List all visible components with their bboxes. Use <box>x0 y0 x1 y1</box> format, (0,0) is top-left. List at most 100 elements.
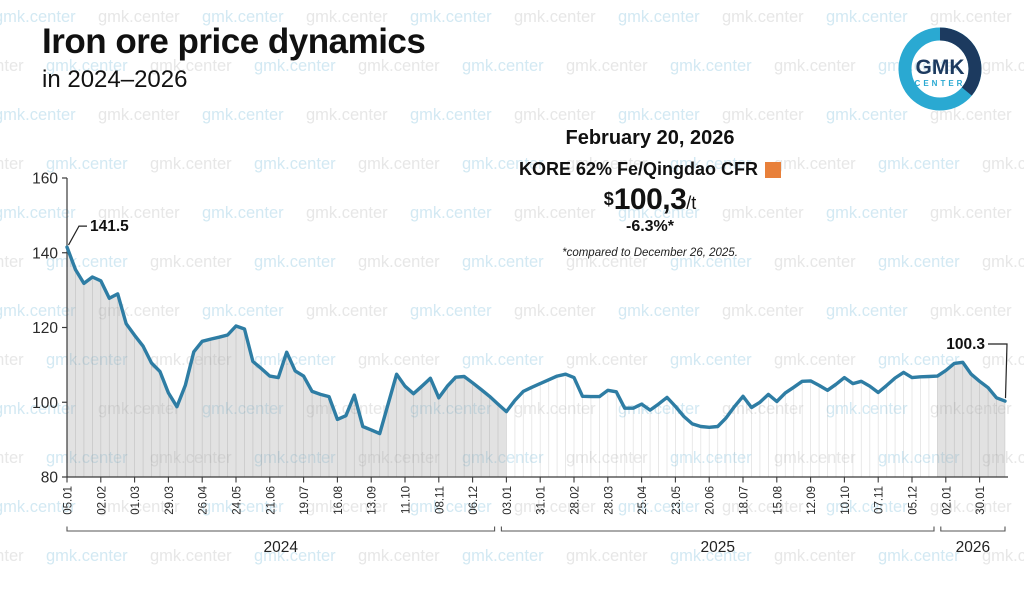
svg-text:gmk.center: gmk.center <box>410 400 492 418</box>
svg-text:gmk.center: gmk.center <box>98 106 180 124</box>
svg-text:gmk.center: gmk.center <box>358 155 440 173</box>
svg-text:120: 120 <box>32 320 58 337</box>
svg-text:18.07: 18.07 <box>739 486 751 515</box>
svg-text:gmk.center: gmk.center <box>202 498 284 516</box>
svg-text:gmk.center: gmk.center <box>306 204 388 222</box>
svg-text:gmk.center: gmk.center <box>774 253 856 271</box>
svg-text:gmk.center: gmk.center <box>254 351 336 369</box>
svg-text:gmk.center: gmk.center <box>774 449 856 467</box>
svg-text:20.06: 20.06 <box>705 486 717 515</box>
svg-text:gmk.center: gmk.center <box>514 302 596 320</box>
svg-text:gmk.center: gmk.center <box>462 547 544 565</box>
svg-text:29.03: 29.03 <box>164 486 176 515</box>
svg-text:gmk.center: gmk.center <box>774 351 856 369</box>
svg-text:gmk.center: gmk.center <box>98 498 180 516</box>
svg-text:gmk.center: gmk.center <box>98 400 180 418</box>
svg-text:gmk.center: gmk.center <box>722 8 804 26</box>
svg-text:12.09: 12.09 <box>806 486 818 515</box>
svg-text:gmk.center: gmk.center <box>670 253 752 271</box>
svg-text:05.12: 05.12 <box>908 486 920 515</box>
svg-text:02.02: 02.02 <box>96 486 108 515</box>
svg-text:gmk.center: gmk.center <box>878 253 960 271</box>
svg-text:13.09: 13.09 <box>367 486 379 515</box>
svg-text:gmk.center: gmk.center <box>618 204 700 222</box>
svg-text:gmk.center: gmk.center <box>826 106 908 124</box>
currency-symbol: $ <box>603 189 614 209</box>
callout-price: $100,3/t <box>450 183 850 217</box>
svg-text:gmk.center: gmk.center <box>826 498 908 516</box>
svg-text:gmk.center: gmk.center <box>878 351 960 369</box>
gmk-logo: GMK CENTER <box>896 24 984 117</box>
svg-text:gmk.center: gmk.center <box>0 155 24 173</box>
logo-text-center: CENTER <box>915 79 966 88</box>
callout-index-label: KORE 62% Fe/Qingdao CFR <box>518 159 759 179</box>
svg-text:2025: 2025 <box>700 539 734 556</box>
svg-text:30.01: 30.01 <box>975 486 987 515</box>
svg-text:gmk.center: gmk.center <box>930 204 1012 222</box>
svg-text:gmk.center: gmk.center <box>826 8 908 26</box>
svg-text:28.02: 28.02 <box>570 486 582 515</box>
svg-text:gmk.center: gmk.center <box>410 8 492 26</box>
svg-text:gmk.center: gmk.center <box>410 302 492 320</box>
svg-text:gmk.center: gmk.center <box>462 351 544 369</box>
svg-text:gmk.center: gmk.center <box>930 302 1012 320</box>
svg-text:gmk.center: gmk.center <box>0 449 24 467</box>
svg-text:gmk.center: gmk.center <box>202 8 284 26</box>
svg-text:gmk.center: gmk.center <box>254 57 336 75</box>
svg-text:gmk.center: gmk.center <box>670 57 752 75</box>
svg-text:gmk.center: gmk.center <box>306 498 388 516</box>
svg-text:2024: 2024 <box>264 539 299 556</box>
svg-text:gmk.center: gmk.center <box>878 449 960 467</box>
svg-text:21.06: 21.06 <box>265 486 277 515</box>
svg-text:100.3: 100.3 <box>946 336 985 353</box>
svg-text:100: 100 <box>32 395 58 412</box>
svg-text:gmk.center: gmk.center <box>878 155 960 173</box>
svg-text:gmk.center: gmk.center <box>930 8 1012 26</box>
svg-text:gmk.center: gmk.center <box>150 57 232 75</box>
svg-text:gmk.center: gmk.center <box>722 302 804 320</box>
gmk-logo-icon: GMK CENTER <box>898 27 982 111</box>
svg-text:gmk.center: gmk.center <box>254 449 336 467</box>
svg-text:05.01: 05.01 <box>63 486 75 515</box>
svg-text:gmk.center: gmk.center <box>462 253 544 271</box>
svg-text:gmk.center: gmk.center <box>202 106 284 124</box>
svg-text:gmk.center: gmk.center <box>930 400 1012 418</box>
price-callout: February 20, 2026 KORE 62% Fe/Qingdao CF… <box>450 127 850 259</box>
price-unit: /t <box>686 193 697 213</box>
svg-text:gmk.center: gmk.center <box>202 204 284 222</box>
svg-text:gmk.center: gmk.center <box>618 106 700 124</box>
svg-text:gmk.center: gmk.center <box>410 106 492 124</box>
svg-text:24.05: 24.05 <box>232 486 244 515</box>
svg-text:gmk.center: gmk.center <box>0 8 76 26</box>
svg-text:gmk.center: gmk.center <box>618 8 700 26</box>
svg-text:gmk.center: gmk.center <box>0 57 24 75</box>
svg-text:gmk.center: gmk.center <box>826 400 908 418</box>
svg-text:gmk.center: gmk.center <box>150 253 232 271</box>
svg-text:gmk.center: gmk.center <box>774 547 856 565</box>
svg-text:gmk.center: gmk.center <box>202 400 284 418</box>
svg-text:28.03: 28.03 <box>603 486 615 515</box>
svg-text:gmk.center: gmk.center <box>98 8 180 26</box>
svg-text:gmk.center: gmk.center <box>150 449 232 467</box>
svg-text:gmk.center: gmk.center <box>514 106 596 124</box>
svg-text:gmk.center: gmk.center <box>878 547 960 565</box>
svg-text:gmk.center: gmk.center <box>358 449 440 467</box>
svg-text:gmk.center: gmk.center <box>566 155 648 173</box>
callout-date: February 20, 2026 <box>565 127 735 149</box>
svg-text:gmk.center: gmk.center <box>774 57 856 75</box>
svg-text:gmk.center: gmk.center <box>306 8 388 26</box>
svg-text:gmk.center: gmk.center <box>306 302 388 320</box>
svg-text:gmk.center: gmk.center <box>0 253 24 271</box>
price-value: 100,3 <box>613 183 687 216</box>
svg-text:gmk.center: gmk.center <box>358 253 440 271</box>
svg-text:gmk.center: gmk.center <box>982 351 1024 369</box>
svg-text:gmk.center: gmk.center <box>254 155 336 173</box>
svg-text:gmk.center: gmk.center <box>566 351 648 369</box>
svg-text:08.11: 08.11 <box>434 486 446 514</box>
svg-text:gmk.center: gmk.center <box>0 106 76 124</box>
svg-text:gmk.center: gmk.center <box>0 400 76 418</box>
svg-text:gmk.center: gmk.center <box>930 498 1012 516</box>
svg-text:gmk.center: gmk.center <box>982 547 1024 565</box>
svg-text:06.12: 06.12 <box>468 486 480 515</box>
